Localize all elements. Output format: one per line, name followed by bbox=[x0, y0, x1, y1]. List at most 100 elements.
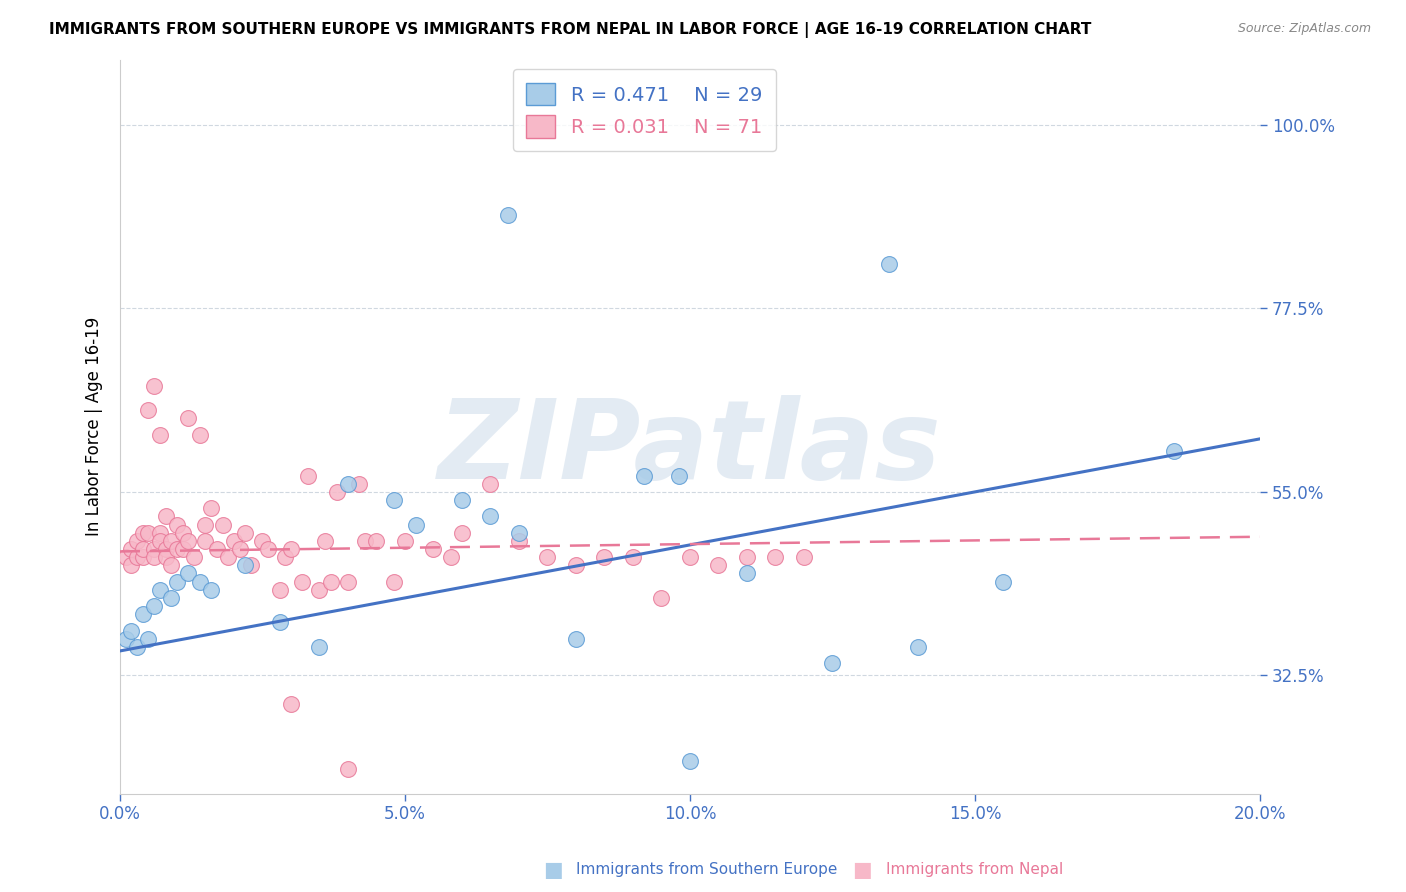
Point bbox=[451, 525, 474, 540]
Point bbox=[155, 541, 177, 556]
Point bbox=[200, 582, 222, 597]
Point bbox=[394, 533, 416, 548]
Point bbox=[177, 533, 200, 548]
Point bbox=[336, 762, 359, 776]
Point bbox=[132, 525, 155, 540]
Point bbox=[269, 615, 291, 630]
Point bbox=[793, 550, 815, 565]
Point bbox=[235, 558, 257, 573]
Point bbox=[149, 582, 172, 597]
Point bbox=[155, 550, 177, 565]
Legend: R = 0.471    N = 29, R = 0.031    N = 71: R = 0.471 N = 29, R = 0.031 N = 71 bbox=[513, 70, 776, 151]
Point bbox=[114, 550, 136, 565]
Point bbox=[291, 574, 314, 589]
Point bbox=[177, 411, 200, 425]
Point bbox=[143, 379, 166, 393]
Point bbox=[565, 558, 588, 573]
Point bbox=[621, 550, 644, 565]
Point bbox=[314, 533, 336, 548]
Point bbox=[668, 468, 690, 483]
Point bbox=[120, 558, 142, 573]
Point bbox=[1163, 444, 1185, 458]
Point bbox=[907, 640, 929, 654]
Y-axis label: In Labor Force | Age 16-19: In Labor Force | Age 16-19 bbox=[86, 317, 103, 536]
Point bbox=[405, 517, 427, 532]
Point bbox=[439, 550, 461, 565]
Point bbox=[132, 607, 155, 622]
Point bbox=[143, 541, 166, 556]
Point bbox=[274, 550, 297, 565]
Point bbox=[149, 427, 172, 442]
Point bbox=[821, 656, 844, 670]
Point bbox=[536, 550, 558, 565]
Point bbox=[479, 476, 502, 491]
Point bbox=[308, 582, 330, 597]
Point bbox=[211, 517, 233, 532]
Text: IMMIGRANTS FROM SOUTHERN EUROPE VS IMMIGRANTS FROM NEPAL IN LABOR FORCE | AGE 16: IMMIGRANTS FROM SOUTHERN EUROPE VS IMMIG… bbox=[49, 22, 1091, 38]
Point bbox=[125, 640, 148, 654]
Point bbox=[149, 525, 172, 540]
Point bbox=[382, 493, 405, 508]
Point bbox=[125, 533, 148, 548]
Point bbox=[138, 525, 160, 540]
Point bbox=[235, 525, 257, 540]
Point bbox=[308, 640, 330, 654]
Point bbox=[252, 533, 274, 548]
Point bbox=[280, 541, 302, 556]
Point bbox=[205, 541, 228, 556]
Point bbox=[132, 541, 155, 556]
Text: ZIPatlas: ZIPatlas bbox=[439, 395, 942, 502]
Point bbox=[297, 468, 319, 483]
Point bbox=[496, 208, 519, 222]
Text: ■: ■ bbox=[852, 860, 872, 880]
Point bbox=[679, 550, 702, 565]
Point bbox=[132, 550, 155, 565]
Point bbox=[155, 509, 177, 524]
Point bbox=[200, 501, 222, 516]
Point bbox=[707, 558, 730, 573]
Point bbox=[325, 484, 347, 499]
Point bbox=[149, 533, 172, 548]
Point bbox=[633, 468, 655, 483]
Point bbox=[508, 533, 530, 548]
Point bbox=[120, 624, 142, 638]
Point bbox=[166, 574, 188, 589]
Point bbox=[735, 550, 758, 565]
Point bbox=[125, 550, 148, 565]
Point bbox=[172, 541, 194, 556]
Point bbox=[422, 541, 444, 556]
Point bbox=[160, 591, 183, 605]
Point bbox=[228, 541, 250, 556]
Point bbox=[319, 574, 342, 589]
Point bbox=[280, 697, 302, 711]
Point bbox=[143, 599, 166, 613]
Point bbox=[166, 541, 188, 556]
Text: Immigrants from Nepal: Immigrants from Nepal bbox=[886, 863, 1063, 877]
Point bbox=[217, 550, 239, 565]
Text: Immigrants from Southern Europe: Immigrants from Southern Europe bbox=[576, 863, 838, 877]
Text: ■: ■ bbox=[543, 860, 562, 880]
Point bbox=[160, 558, 183, 573]
Point bbox=[382, 574, 405, 589]
Point bbox=[143, 550, 166, 565]
Point bbox=[879, 256, 901, 270]
Point bbox=[138, 403, 160, 417]
Point bbox=[188, 427, 211, 442]
Point bbox=[336, 574, 359, 589]
Point bbox=[269, 582, 291, 597]
Point bbox=[508, 525, 530, 540]
Point bbox=[479, 509, 502, 524]
Point bbox=[735, 566, 758, 581]
Point bbox=[354, 533, 377, 548]
Text: Source: ZipAtlas.com: Source: ZipAtlas.com bbox=[1237, 22, 1371, 36]
Point bbox=[349, 476, 371, 491]
Point bbox=[240, 558, 263, 573]
Point bbox=[120, 541, 142, 556]
Point bbox=[138, 632, 160, 646]
Point bbox=[222, 533, 245, 548]
Point bbox=[336, 476, 359, 491]
Point bbox=[257, 541, 280, 556]
Point bbox=[160, 533, 183, 548]
Point bbox=[993, 574, 1015, 589]
Point bbox=[188, 574, 211, 589]
